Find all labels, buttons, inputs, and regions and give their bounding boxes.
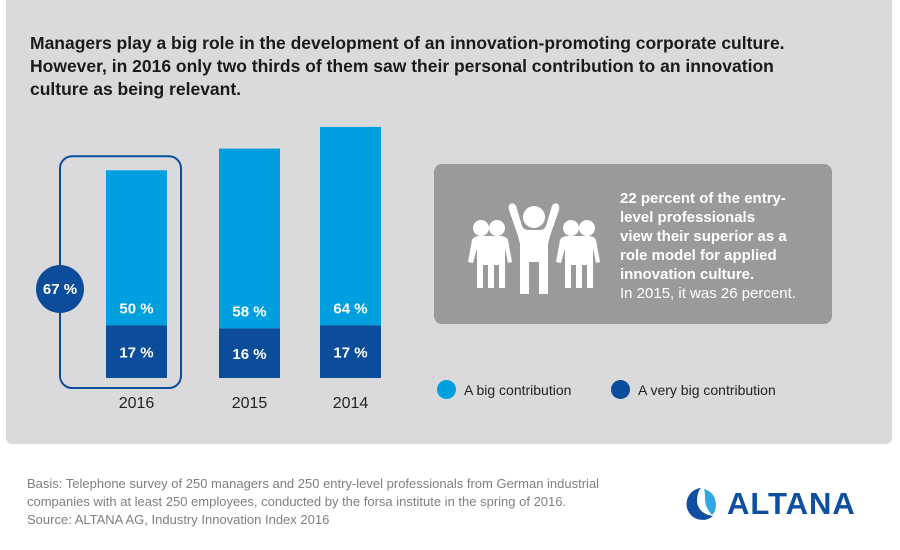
legend-item-big: A big contribution: [437, 380, 571, 399]
info-bold-line-3: view their superior as a: [620, 228, 787, 245]
label-very-big-2015: 16 %: [232, 346, 266, 363]
page-title: Managers play a big role in the developm…: [30, 32, 850, 101]
legend-label-big: A big contribution: [464, 381, 572, 398]
label-very-big-2014: 17 %: [333, 345, 367, 362]
bar-very-big-2014: [320, 325, 381, 378]
category-label-2016: 2016: [119, 395, 155, 412]
info-regular-text: In 2015, it was 26 percent.: [620, 285, 796, 302]
title-line-3: culture as being relevant.: [30, 79, 242, 99]
info-bold-line-4: role model for applied: [620, 247, 777, 264]
title-line-2: However, in 2016 only two thirds of them…: [30, 56, 774, 76]
bar-very-big-2015: [219, 328, 280, 378]
category-label-2015: 2015: [232, 395, 268, 412]
legend-item-very-big: A very big contribution: [611, 380, 776, 399]
info-bold-line-1: 22 percent of the entry-: [620, 190, 786, 207]
label-big-2014: 64 %: [333, 300, 367, 317]
label-big-2015: 58 %: [232, 303, 266, 320]
group-people-icon: [468, 203, 600, 294]
footer-line-2: companies with at least 250 employees, c…: [27, 494, 567, 509]
legend-swatch-big: [437, 380, 456, 399]
total-badge: [36, 265, 84, 313]
bar-very-big-2016: [106, 325, 167, 378]
bar-big-2014: [320, 126, 381, 326]
legend-label-very-big: A very big contribution: [638, 381, 776, 398]
bar-big-2016: [106, 170, 167, 326]
info-text: 22 percent of the entry- level professio…: [620, 189, 830, 303]
total-badge-label: 67 %: [43, 281, 77, 298]
info-bold-line-2: level professionals: [620, 209, 756, 226]
legend-swatch-very-big: [611, 380, 630, 399]
info-bold-line-5: innovation culture.: [620, 266, 755, 283]
label-very-big-2016: 17 %: [119, 345, 153, 362]
altana-logo-icon: [686, 488, 716, 520]
bar-big-2015: [219, 148, 280, 329]
altana-logo: ALTANA: [683, 486, 856, 522]
footer-source: Basis: Telephone survey of 250 managers …: [27, 475, 667, 529]
category-label-2014: 2014: [333, 395, 369, 412]
footer-line-3: Source: ALTANA AG, Industry Innovation I…: [27, 512, 330, 527]
title-line-1: Managers play a big role in the developm…: [30, 33, 785, 53]
info-box: 22 percent of the entry- level professio…: [434, 164, 832, 324]
label-big-2016: 50 %: [119, 300, 153, 317]
footer-line-1: Basis: Telephone survey of 250 managers …: [27, 476, 600, 491]
logo-text: ALTANA: [727, 486, 856, 521]
